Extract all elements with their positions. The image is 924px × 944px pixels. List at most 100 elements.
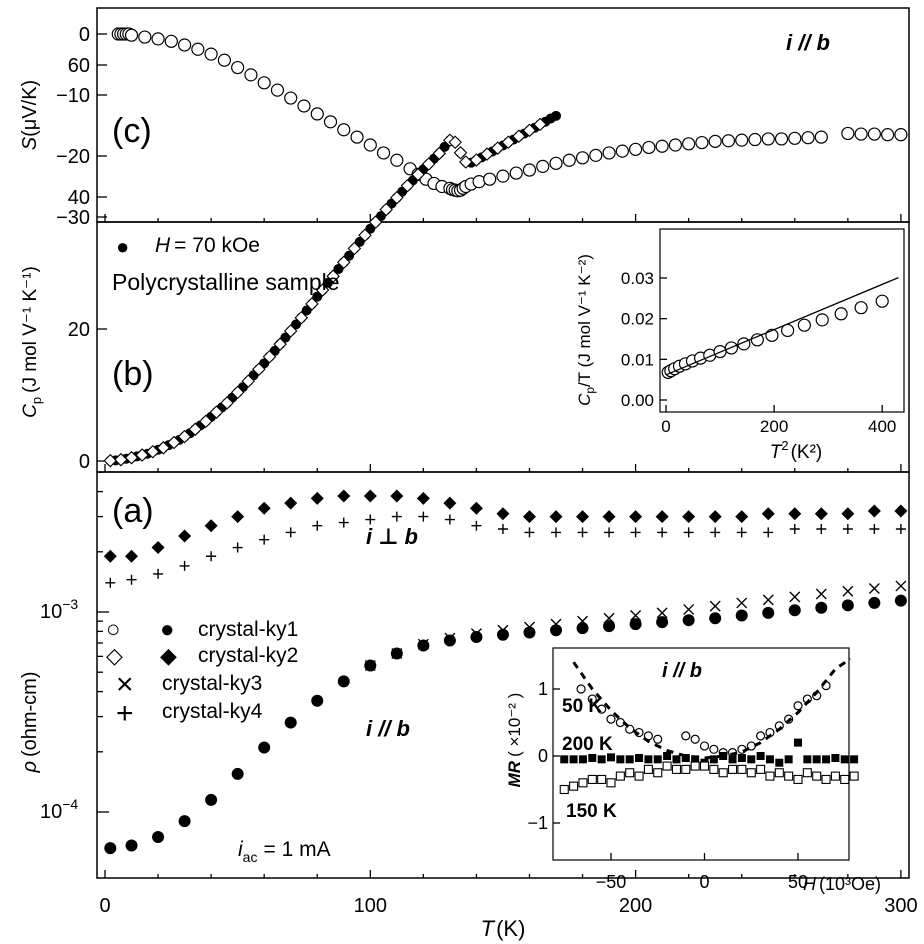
panel-a-inset-200-k-point xyxy=(626,755,634,763)
panel-b-inset-xtick-label: 400 xyxy=(868,417,896,436)
panel-a-inset-200K: 200 K xyxy=(562,734,613,755)
panel-a-ytick-1e-3-base: 10 xyxy=(40,601,62,623)
panel-b-inset-data-point xyxy=(798,319,810,331)
panel-a-inset-150-k-point xyxy=(644,765,652,773)
panel-a-inset-50-k-point xyxy=(691,735,699,743)
panel-a-crystal-ky4-point xyxy=(180,561,190,571)
panel-a-inset-xtick-label: 0 xyxy=(699,872,709,892)
panel-c-series-0-point xyxy=(630,143,642,155)
panel-a-iac-sub: ac xyxy=(243,849,258,865)
panel-a-crystal-ky2-point xyxy=(523,510,536,523)
panel-b-legend-value: = 70 kOe xyxy=(174,234,260,257)
panel-a-crystal-ky2-point xyxy=(815,507,828,520)
panel-a-inset-200-k-point xyxy=(719,752,727,760)
panel-a-inset-150-k-point xyxy=(747,769,755,777)
panel-c-series-0-point xyxy=(643,141,655,153)
panel-c-ytick-label: 0 xyxy=(79,24,90,46)
legend-ky4-marker: + xyxy=(116,697,134,730)
panel-c-series-0-point xyxy=(218,54,230,66)
panel-a-crystal-ky4-point xyxy=(153,569,163,579)
panel-c-series-0-point xyxy=(722,135,734,147)
panel-a-inset-150-k-point xyxy=(654,769,662,777)
panel-a-annotation-par: i // b xyxy=(366,716,410,741)
panel-a-inset-200-k-point xyxy=(775,759,783,767)
panel-c-series-0-point xyxy=(603,147,615,159)
panel-a-crystal-ky4-point xyxy=(392,512,402,522)
panel-c-series-0-point xyxy=(616,145,628,157)
panel-c-ylabel-var: S xyxy=(19,136,41,150)
panel-c-series-0-point xyxy=(298,100,310,112)
panel-a-inset-200-k-point xyxy=(644,755,652,763)
panel-a-inset-150-k-point xyxy=(794,775,802,783)
panel-a-inset-150-k-point xyxy=(691,762,699,770)
panel-a-ytick-1e-4-exp: −4 xyxy=(62,796,78,812)
panel-a-crystal-ky1-point xyxy=(338,675,350,687)
panel-b-ylabel: Cp(J mol V⁻¹ K⁻¹) xyxy=(20,266,44,418)
panel-a-inset-150-k-point xyxy=(729,765,737,773)
panel-a-crystal-ky1-point xyxy=(444,635,456,647)
panel-c-series-0-point xyxy=(285,92,297,104)
panel-a-inset-150-k-point xyxy=(663,762,671,770)
panel-c-series-0-point xyxy=(895,129,907,141)
legend-ky2-filled: ◆ xyxy=(160,643,177,668)
panel-a-inset-200-k-point xyxy=(710,755,718,763)
panel-a-ytick-1e-4-base: 10 xyxy=(40,801,62,823)
panel-a-crystal-ky4-point xyxy=(339,518,349,528)
panel-c-series-0-point xyxy=(802,132,814,144)
panel-b-legend-marker: ● xyxy=(116,234,129,259)
panel-b-inset-xtick-label: 0 xyxy=(661,417,670,436)
panel-a-ylabel-unit: (ohm-cm) xyxy=(19,671,41,757)
panel-a-crystal-ky4-point xyxy=(710,527,720,537)
panel-a-crystal-ky2-point xyxy=(894,504,907,517)
panel-c-series-0-point xyxy=(338,124,350,136)
panel-a-inset-200-k-point xyxy=(579,755,587,763)
panel-a-crystal-ky1-point xyxy=(152,831,164,843)
panel-a-crystal-ky1-point xyxy=(815,602,827,614)
panel-a-crystal-ky2-point xyxy=(152,541,165,554)
panel-b-inset-ytick-label: 0.01 xyxy=(621,350,654,369)
panel-a-crystal-ky4-point xyxy=(286,527,296,537)
panel-c-series-0-point xyxy=(656,140,668,152)
panel-a-inset-150-k-point xyxy=(757,765,765,773)
panel-a-inset-ylabel: MR ( ×10⁻² ) xyxy=(505,693,524,788)
panel-c-series-0-point xyxy=(789,132,801,144)
panel-a-inset-200-k-point xyxy=(850,755,858,763)
panel-a-inset-150-k-point xyxy=(719,769,727,777)
panel-a-crystal-ky2-point xyxy=(364,490,377,503)
legend-ky3-label: crystal-ky3 xyxy=(162,672,262,695)
panel-c-ylabel-unit: (μV/K) xyxy=(19,80,41,137)
panel-c-series-0-point xyxy=(696,137,708,149)
panel-c-series-0-point xyxy=(245,69,257,81)
panel-a-inset-200-k-point xyxy=(738,754,746,762)
panel-a-crystal-ky4-point xyxy=(604,527,614,537)
panel-c-series-0-point xyxy=(126,29,138,41)
panel-a-crystal-ky1-point xyxy=(550,624,562,636)
panel-a-ytick-1e-3-exp: −3 xyxy=(62,596,78,612)
panel-a-crystal-ky2-point xyxy=(417,492,430,505)
panel-b-letter: (b) xyxy=(112,355,154,393)
panel-a-crystal-ky3-point xyxy=(896,581,906,591)
panel-c-series-0-point xyxy=(179,39,191,51)
panel-a-inset-xlabel-var: H xyxy=(803,874,817,894)
x-tick-label: 300 xyxy=(884,895,917,917)
panel-a-crystal-ky4-point xyxy=(445,515,455,525)
panel-a-crystal-ky2-point xyxy=(496,507,509,520)
panel-c-series-0-point xyxy=(855,128,867,140)
panel-b-ytick-label: 40 xyxy=(68,187,90,209)
x-axis-label: T(K) xyxy=(481,916,526,941)
panel-b-inset-frame xyxy=(660,229,904,412)
panel-a-crystal-ky2-point xyxy=(284,497,297,510)
legend-ky4-label: crystal-ky4 xyxy=(162,700,263,723)
panel-b-inset-data-point xyxy=(816,314,828,326)
panel-c-series-0-point xyxy=(152,33,164,45)
panel-a-inset-200-k-point xyxy=(785,755,793,763)
panel-c-series-0-point xyxy=(364,139,376,151)
panel-c-letter: (c) xyxy=(112,112,152,150)
panel-a-letter: (a) xyxy=(112,492,154,530)
panel-a-crystal-ky4-point xyxy=(684,527,694,537)
panel-a-inset-200-k-point xyxy=(794,739,802,747)
panel-a-inset-ytick-label: 0 xyxy=(538,746,548,766)
panel-a-crystal-ky2-point xyxy=(629,510,642,523)
panel-a-crystal-ky4-point xyxy=(524,527,534,537)
panel-a-ylabel-var: ρ xyxy=(19,761,41,773)
